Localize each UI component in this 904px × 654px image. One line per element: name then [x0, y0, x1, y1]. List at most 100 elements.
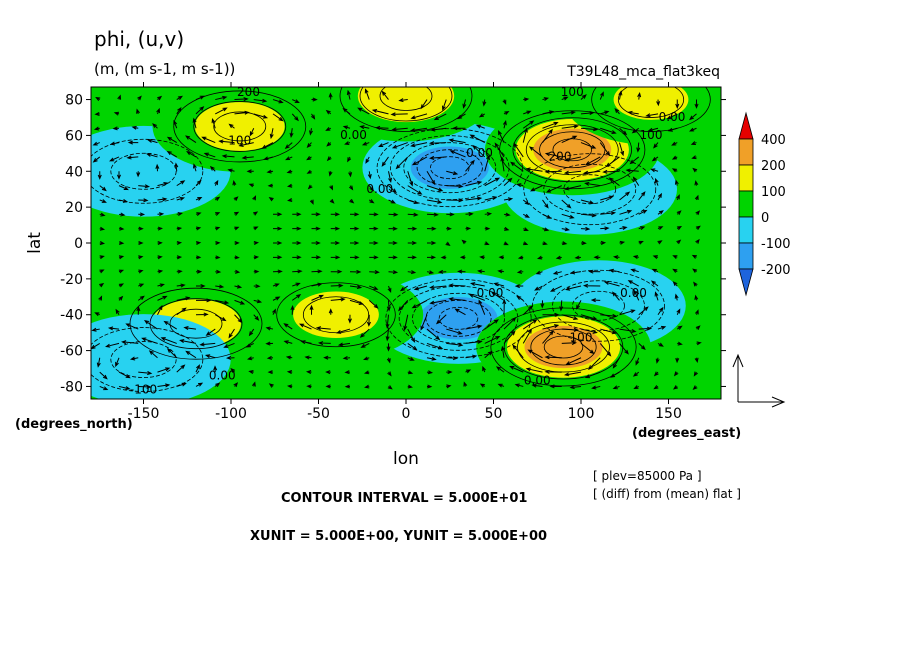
wind-vector	[195, 95, 205, 101]
contour-line-1-3	[412, 292, 505, 344]
x-tick-label: 150	[655, 406, 682, 422]
wind-vector	[375, 125, 389, 130]
contour-line-8-1	[91, 327, 204, 392]
wind-vector	[522, 120, 535, 129]
wind-vector	[267, 370, 274, 375]
wind-vector	[138, 198, 149, 203]
wind-vector	[363, 370, 370, 375]
wind-vector	[215, 212, 221, 216]
wind-vector	[186, 150, 197, 158]
wind-vector	[157, 283, 165, 288]
wind-vector	[657, 342, 664, 347]
wind-vector	[99, 385, 109, 391]
wind-vector	[465, 212, 474, 217]
wind-vector	[329, 185, 333, 191]
wind-vector	[691, 254, 697, 259]
wind-vector	[523, 227, 529, 231]
contour-line-7-2	[302, 296, 370, 334]
wind-vector-layer	[91, 88, 702, 391]
anomaly-fill-11-1	[194, 102, 285, 151]
wind-vector	[651, 268, 659, 273]
wind-vector	[286, 183, 293, 188]
wind-vector	[503, 212, 511, 217]
wind-vector	[157, 226, 163, 231]
wind-vector	[272, 255, 283, 260]
wind-vector	[152, 123, 158, 129]
wind-vector	[549, 384, 562, 389]
wind-vector	[671, 168, 678, 173]
wind-vector	[457, 269, 466, 274]
wind-vector	[360, 342, 370, 348]
wind-vector	[448, 283, 466, 288]
wind-vector	[176, 269, 183, 274]
colorbar-label: 100	[761, 185, 786, 200]
wind-vector	[603, 281, 620, 287]
wind-vector	[561, 124, 579, 129]
wind-vector	[286, 384, 293, 389]
wind-vector	[176, 296, 191, 301]
wind-vector	[694, 309, 699, 315]
wind-vector	[284, 142, 293, 150]
contour-label-10: 0.00	[477, 286, 504, 300]
wind-vector	[253, 211, 259, 216]
wind-vector	[523, 110, 532, 115]
wind-vector	[176, 212, 183, 217]
wind-vector	[484, 212, 493, 217]
wind-vector	[263, 156, 274, 161]
wind-vector	[536, 255, 543, 260]
contour-line-5-1	[490, 307, 637, 387]
wind-vector	[126, 155, 139, 160]
colorbar-arrow-bottom	[738, 268, 754, 297]
wind-vector	[619, 226, 628, 231]
wind-vector	[99, 282, 105, 288]
contour-line-12-1	[591, 87, 711, 132]
wind-vector	[91, 342, 101, 350]
wind-vector	[503, 241, 509, 246]
wind-vector	[676, 210, 682, 216]
wind-vector	[136, 306, 141, 315]
wind-vector	[694, 180, 699, 186]
wind-vector	[378, 142, 389, 147]
wind-vector	[411, 299, 428, 309]
wind-vector	[361, 141, 370, 146]
wind-vector	[465, 324, 483, 330]
wind-vector	[330, 255, 341, 260]
wind-vector	[138, 212, 146, 217]
wind-vector	[266, 169, 274, 174]
wind-vector	[311, 97, 318, 102]
wind-vector	[179, 339, 197, 344]
contour-interval-note: CONTOUR INTERVAL = 5.000E+01	[281, 491, 527, 506]
wind-vector	[215, 314, 227, 322]
wind-vector	[215, 284, 225, 289]
y-unit-label: (degrees_north)	[15, 417, 133, 432]
wind-vector	[112, 126, 120, 131]
wind-vector	[446, 184, 464, 189]
wind-vector	[413, 285, 428, 291]
wind-vector	[349, 212, 360, 217]
wind-vector	[138, 255, 144, 260]
wind-vector	[185, 350, 197, 359]
wind-vector	[695, 210, 701, 216]
colorbar-label: 200	[761, 159, 786, 174]
wind-vector	[542, 227, 550, 232]
wind-vector	[517, 255, 524, 260]
wind-vector	[409, 127, 428, 133]
wind-vector	[147, 139, 158, 144]
wind-vector	[633, 385, 639, 390]
wind-vector	[381, 90, 389, 100]
wind-vector	[426, 370, 434, 375]
wind-vector	[138, 269, 144, 274]
wind-vector	[388, 185, 397, 194]
wind-vector	[403, 314, 409, 331]
contour-label-8: 0.00	[366, 182, 393, 196]
wind-vector	[176, 255, 183, 260]
wind-vector	[138, 371, 153, 376]
diff-note: [ (diff) from (mean) flat ]	[593, 487, 741, 501]
wind-vector	[289, 128, 294, 138]
wind-vector	[609, 371, 620, 378]
wind-vector	[448, 297, 466, 302]
wind-vector	[155, 163, 160, 172]
wind-vector	[234, 284, 243, 289]
wind-vector	[542, 199, 549, 209]
